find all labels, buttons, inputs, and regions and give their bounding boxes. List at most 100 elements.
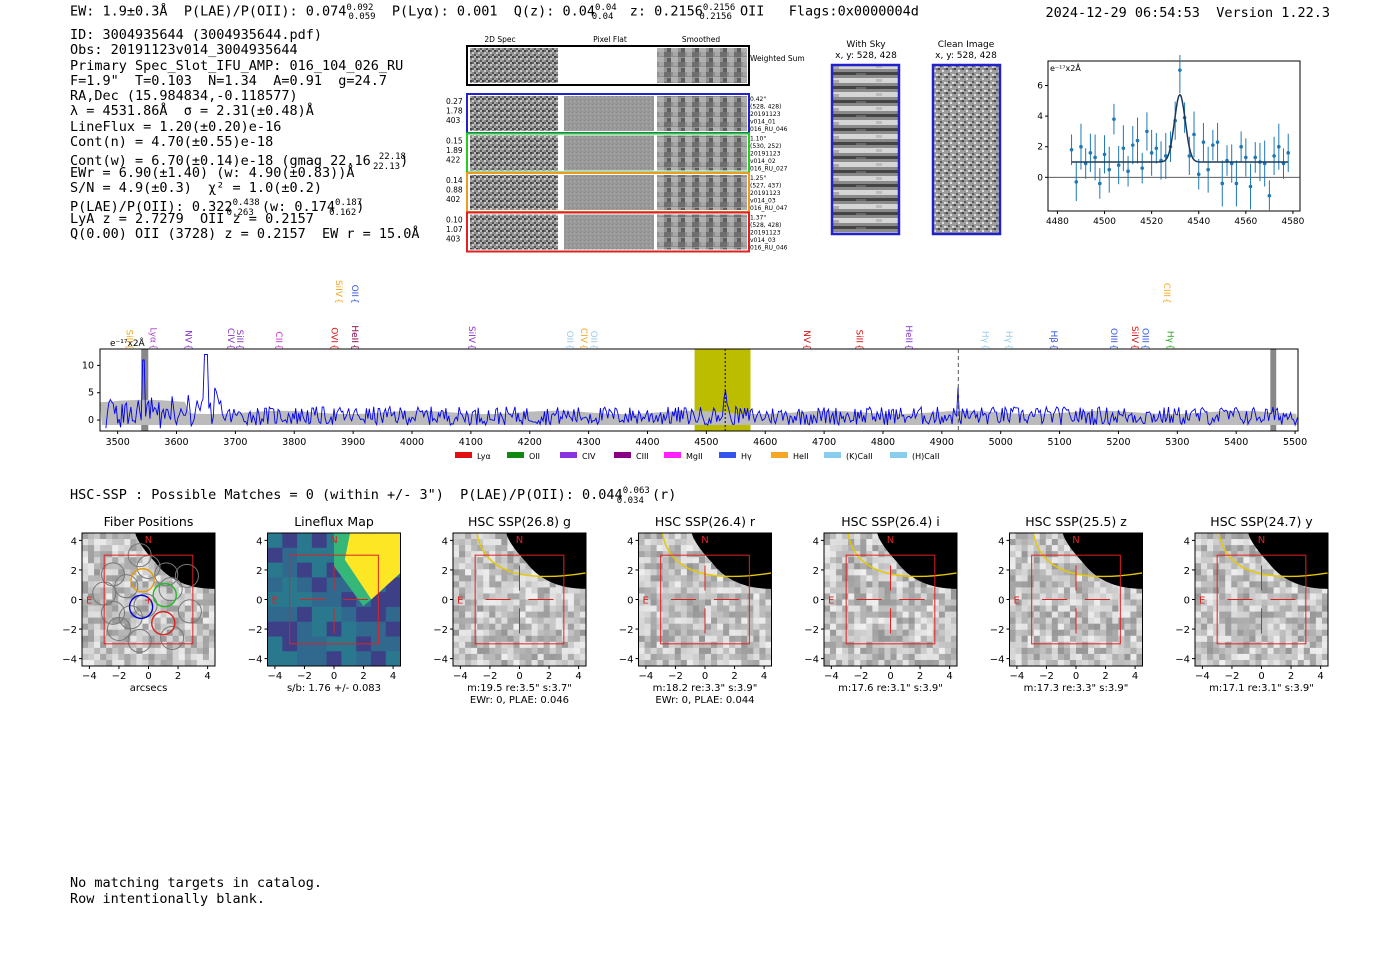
- hsc-pixel: [656, 605, 664, 612]
- spectrum-xtick-label: 4000: [400, 437, 424, 448]
- hsc-pixel: [1225, 545, 1232, 552]
- hsc-pixel: [836, 551, 843, 558]
- hsc-pixel: [824, 623, 831, 631]
- fiber-circle-blue: [128, 594, 154, 620]
- hsc-pixel: [644, 539, 651, 546]
- hsc-pixel: [1057, 641, 1065, 649]
- hsc-pixel: [741, 599, 748, 606]
- hsc-pixel: [579, 611, 587, 619]
- hsc-pixel: [453, 659, 460, 667]
- hsc-pixel: [1243, 557, 1250, 564]
- hsc-pixel: [644, 545, 651, 552]
- hsc-pixel: [1219, 557, 1226, 564]
- hsc-pixel: [1237, 599, 1244, 606]
- hsc-pixel: [668, 599, 676, 606]
- hsc-pixel: [483, 533, 490, 540]
- hsc-pixel: [1033, 581, 1041, 588]
- hsc-pixel: [1076, 653, 1083, 661]
- hsc-pixel: [650, 551, 658, 558]
- hsc-pixel: [1039, 635, 1047, 643]
- hsc-pixel: [878, 599, 885, 606]
- hsc-pixel: [842, 539, 849, 546]
- source-ellipse: [1218, 532, 1329, 578]
- hsc-pixel: [1045, 623, 1053, 631]
- hsc-pixel: [747, 605, 754, 612]
- hsc-pixel: [1100, 581, 1107, 588]
- hsc-pixel: [124, 557, 131, 564]
- line-label: SiII: [234, 329, 244, 343]
- hsc-pixel: [674, 539, 682, 546]
- hsc-pixel: [896, 629, 903, 637]
- hsc-pixel: [82, 659, 89, 667]
- hsc-pixel: [1255, 605, 1262, 612]
- hsc-pixel: [1106, 611, 1113, 619]
- hsc-pixel: [711, 569, 718, 576]
- hsc-pixel: [860, 545, 867, 552]
- hsc-pixel: [1063, 653, 1071, 661]
- hsc-pixel: [698, 647, 706, 655]
- line-label: NV: [182, 330, 192, 344]
- hsc-pixel: [471, 539, 478, 546]
- hsc-pixel: [698, 629, 706, 637]
- hsc-pixel: [477, 539, 484, 546]
- hsc-pixel: [1076, 647, 1083, 655]
- hsc-pixel: [208, 629, 216, 637]
- hsc-pixel: [1057, 593, 1065, 600]
- hsc-pixel: [1021, 647, 1029, 655]
- hsc-pixel: [154, 659, 161, 667]
- hsc-pixel: [830, 611, 837, 619]
- hsc-ytick-label: 2: [442, 566, 448, 577]
- hsc-pixel: [88, 545, 95, 552]
- hsc-pixel: [884, 659, 891, 667]
- zoom-point: [1074, 180, 1079, 184]
- hsc-pixel: [525, 617, 532, 625]
- spectrum-error-band: [100, 399, 1298, 425]
- hsc-pixel: [1231, 533, 1238, 540]
- hsc-pixel: [1118, 611, 1125, 619]
- hsc-pixel: [896, 659, 903, 667]
- hsc-pixel: [692, 647, 700, 655]
- hsc-pixel: [644, 599, 651, 606]
- hsc-pixel: [112, 581, 119, 588]
- hsc-pixel: [686, 617, 694, 625]
- hsc-pixel: [459, 623, 466, 631]
- hsc-pixel: [459, 575, 466, 582]
- hsc-pixel: [741, 593, 748, 600]
- zoom-point: [1163, 154, 1168, 158]
- hsc-pixel: [902, 587, 910, 594]
- hsc-pixel: [842, 647, 849, 655]
- hsc-pixel: [890, 629, 897, 637]
- hsc-pixel: [1261, 557, 1268, 564]
- hsc-pixel: [1100, 605, 1107, 612]
- hsc-pixel: [136, 575, 143, 582]
- fiber-circle-orange: [130, 568, 155, 593]
- hsc-pixel: [824, 599, 831, 606]
- hsc-pixel: [106, 557, 113, 564]
- fiber-circle: [160, 625, 185, 650]
- hsc-pixel: [1094, 617, 1101, 625]
- hsc-pixel: [662, 653, 670, 661]
- hsc-pixel: [656, 653, 664, 661]
- zoom-point: [1253, 155, 1258, 160]
- hsc-pixel: [848, 635, 855, 643]
- hsc-pixel: [537, 611, 545, 619]
- hsc-pixel: [705, 593, 712, 600]
- hsc-pixel: [1069, 569, 1077, 576]
- hsc-pixel: [1051, 605, 1059, 612]
- hsc-pixel: [644, 653, 651, 661]
- hsc-pixel: [483, 581, 490, 588]
- hsc-pixel: [543, 647, 551, 655]
- hsc-pixel: [896, 617, 903, 625]
- hsc-pixel: [638, 575, 645, 582]
- hsc-pixel: [124, 635, 131, 643]
- hsc-pixel: [190, 593, 198, 600]
- hsc-pixel: [525, 623, 532, 631]
- line-label: HeII: [903, 325, 913, 343]
- hsc-pixel: [638, 635, 645, 643]
- hsc-pixel: [549, 581, 557, 588]
- spectrum-xtick-label: 3700: [223, 437, 247, 448]
- hsc-pixel: [453, 563, 460, 570]
- q-sub: 0.04: [591, 12, 614, 23]
- clean-image: [931, 63, 1002, 236]
